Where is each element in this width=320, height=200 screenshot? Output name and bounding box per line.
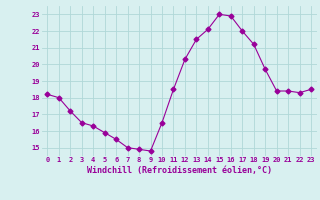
X-axis label: Windchill (Refroidissement éolien,°C): Windchill (Refroidissement éolien,°C) (87, 166, 272, 175)
